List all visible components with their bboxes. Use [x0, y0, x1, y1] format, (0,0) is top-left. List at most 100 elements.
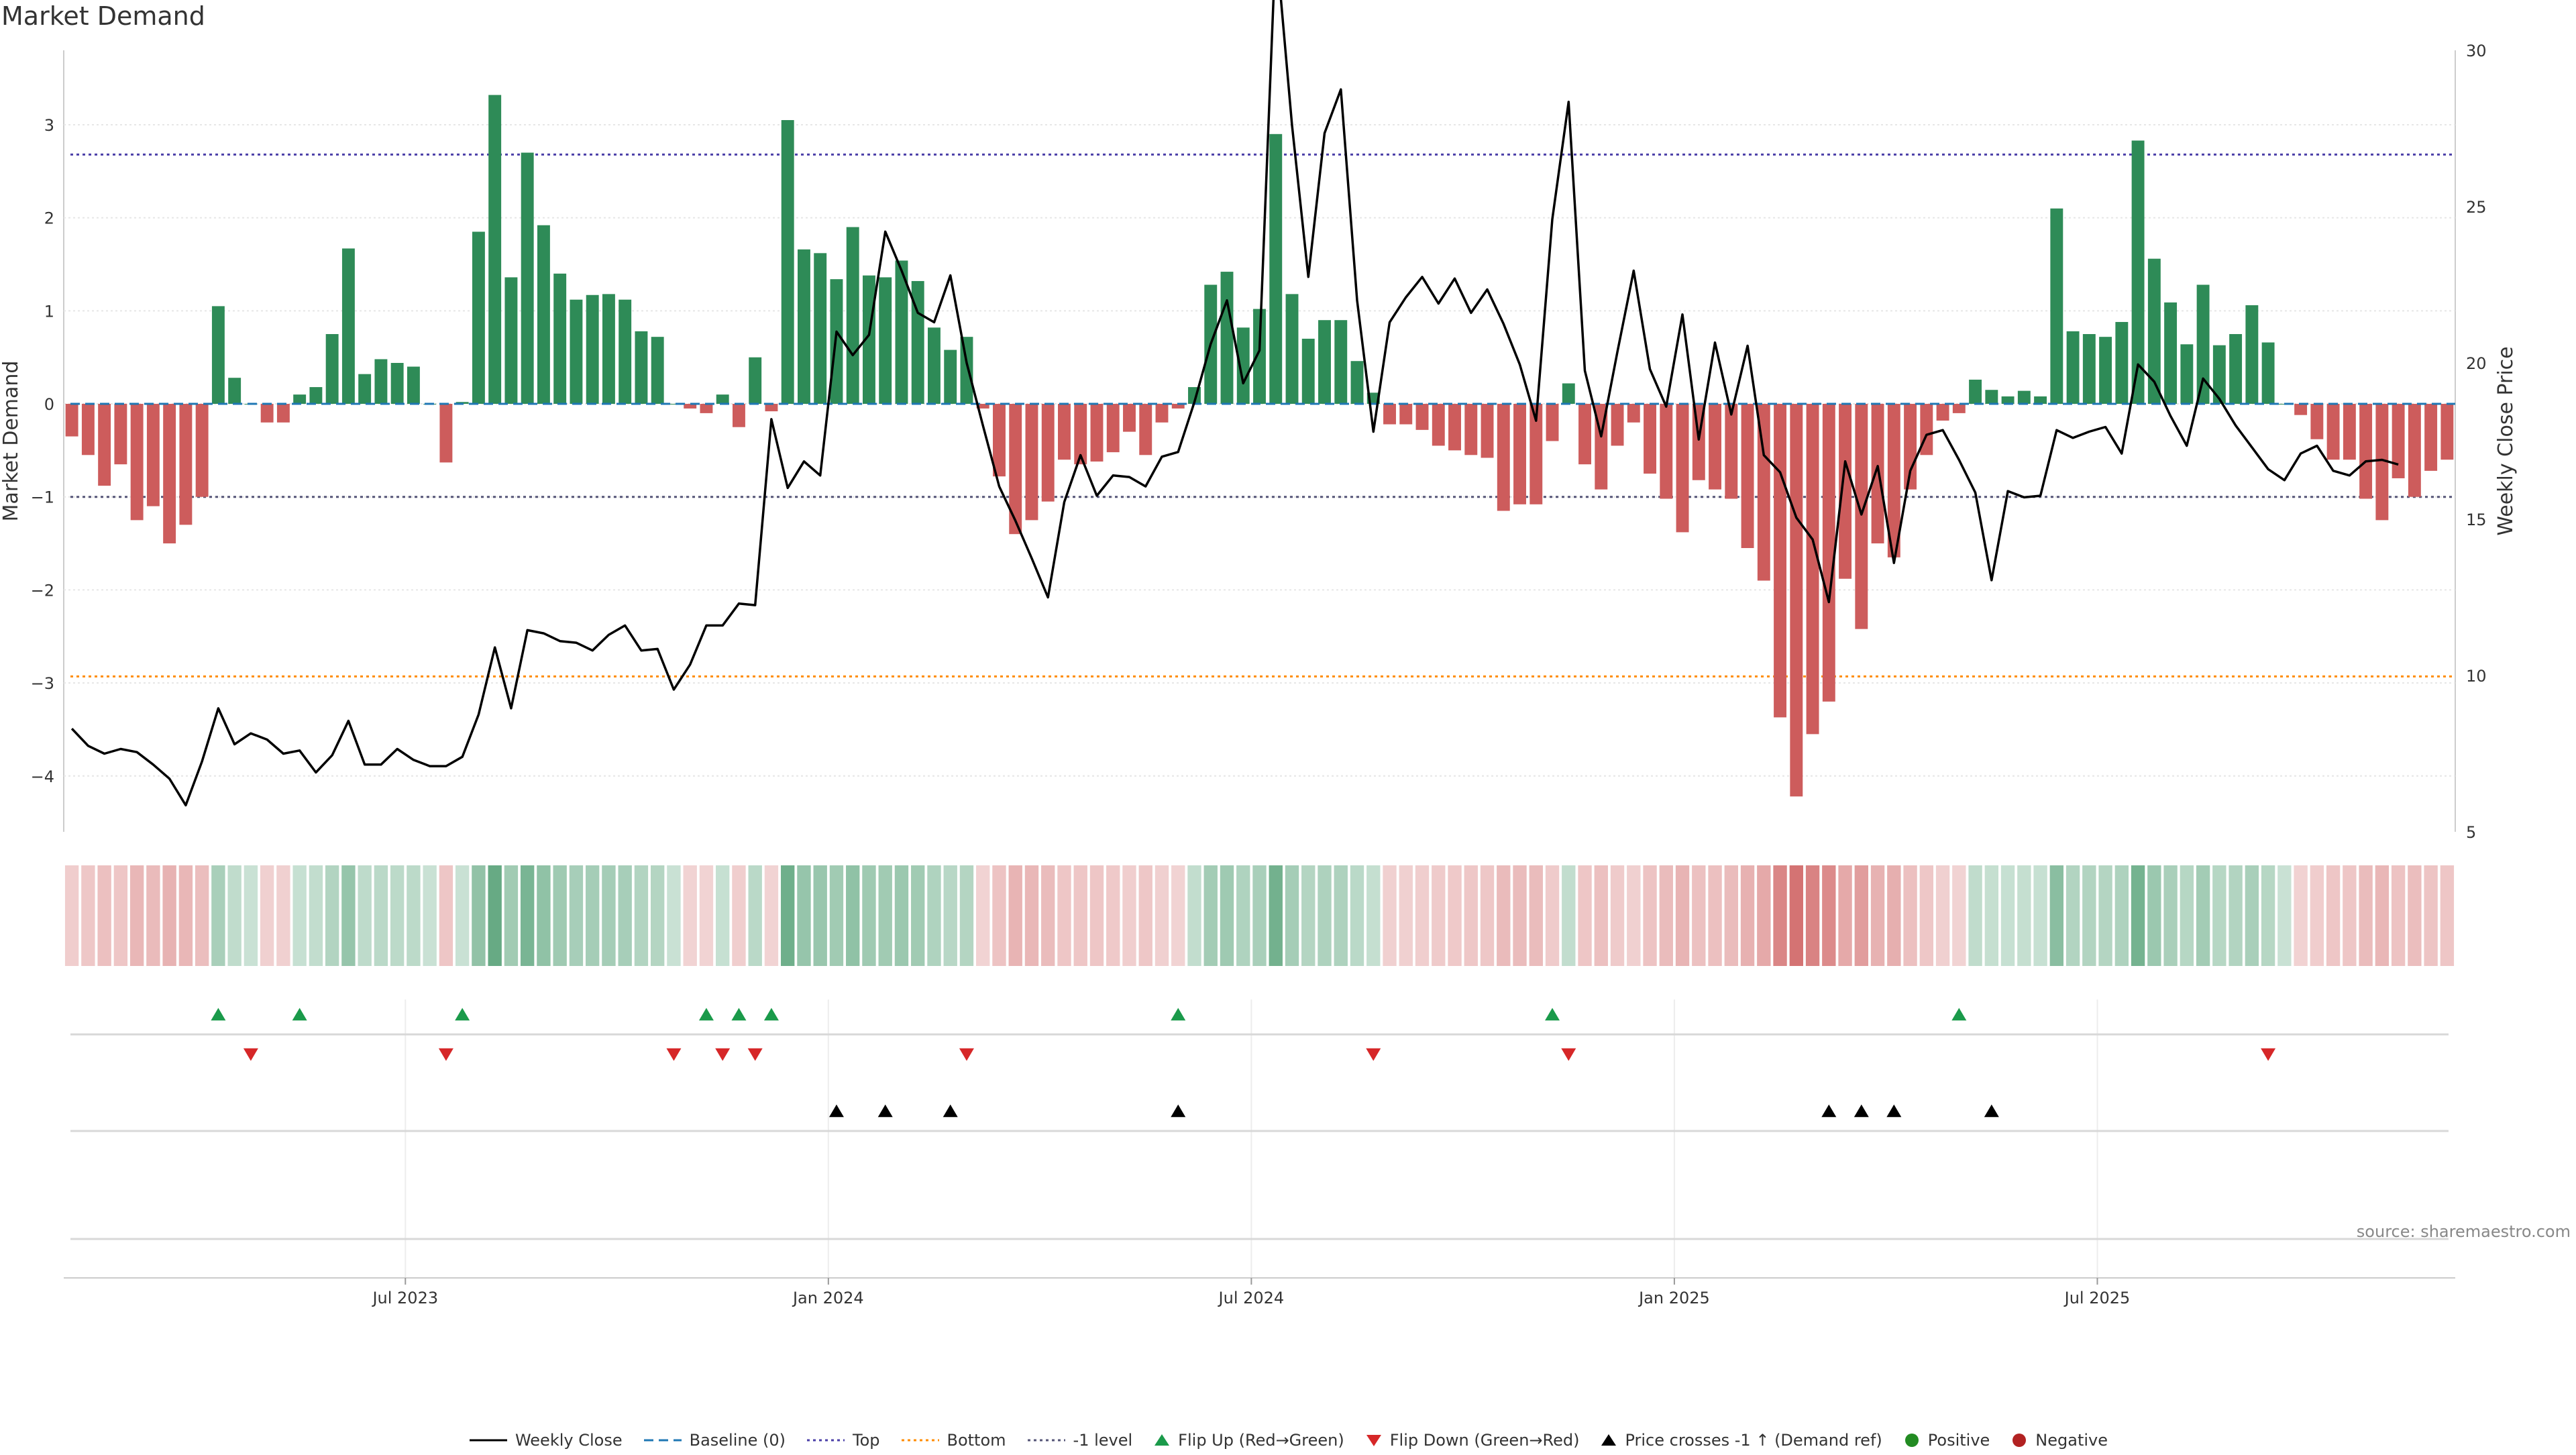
heat-cell [618, 865, 632, 966]
heat-cell [2326, 865, 2341, 966]
demand-bar [1025, 404, 1038, 521]
demand-bar [2147, 258, 2161, 405]
legend-item: Flip Down (Green→Red) [1364, 1431, 1580, 1450]
demand-bar [521, 152, 534, 405]
demand-bar [1676, 404, 1689, 533]
demand-bar [993, 404, 1006, 477]
heat-cell [1952, 865, 1966, 966]
flip-up-marker [1951, 1008, 1967, 1021]
heat-cell [2277, 865, 2292, 966]
demand-bar [1074, 404, 1087, 465]
legend-swatch [643, 1439, 682, 1442]
demand-bar [1350, 361, 1364, 405]
demand-bar [1725, 404, 1738, 499]
heat-cell [341, 865, 356, 966]
heat-cell [2065, 865, 2080, 966]
demand-bar [1253, 309, 1266, 405]
heat-cell [1138, 865, 1152, 966]
legend-swatch [1366, 1435, 1381, 1446]
heat-cell [2294, 865, 2308, 966]
heat-cell [1155, 865, 1169, 966]
demand-bar [114, 404, 127, 465]
demand-bar [1904, 404, 1917, 490]
demand-bar [1009, 404, 1022, 535]
heat-cell [1968, 865, 1982, 966]
heat-cell [309, 865, 323, 966]
flip-down-marker [1561, 1048, 1576, 1061]
x-tick-label: Jul 2023 [371, 1289, 438, 1307]
demand-bar [1774, 404, 1787, 718]
heat-cell [1887, 865, 1901, 966]
demand-bar [130, 404, 144, 521]
demand-bar [1709, 404, 1722, 490]
flip-down-marker [1366, 1048, 1381, 1061]
demand-bar [1415, 404, 1429, 430]
demand-bar [374, 359, 388, 405]
heat-cell [569, 865, 584, 966]
demand-bar [700, 404, 713, 413]
heat-cell [2343, 865, 2357, 966]
demand-bar [1757, 404, 1770, 581]
heat-cell [325, 865, 339, 966]
legend-label: Positive [1927, 1431, 1990, 1450]
heat-cell [113, 865, 128, 966]
heat-cell [1024, 865, 1039, 966]
demand-bar [2326, 404, 2340, 460]
heat-cell [423, 865, 437, 966]
demand-bar [1611, 404, 1624, 446]
y-tick-label: −4 [31, 767, 54, 786]
price-cross-marker [943, 1104, 958, 1118]
heat-cell [1252, 865, 1267, 966]
flip-up-marker [763, 1008, 779, 1021]
demand-bar [911, 280, 924, 405]
heat-cell [455, 865, 470, 966]
legend-swatch [2012, 1434, 2027, 1447]
demand-bar [407, 366, 420, 405]
heat-cell [504, 865, 519, 966]
demand-bar [553, 273, 567, 405]
heat-cell [862, 865, 876, 966]
demand-bar [1448, 404, 1461, 451]
legend-label: Flip Down (Green→Red) [1389, 1431, 1580, 1450]
heat-cell [1757, 865, 1771, 966]
heat-cell [260, 865, 274, 966]
demand-bar [1236, 327, 1250, 405]
legend-label: Top [853, 1431, 880, 1450]
demand-bar [1481, 404, 1494, 458]
heat-cell [748, 865, 762, 966]
y2-tick-label: 25 [2466, 198, 2487, 217]
heat-cell [1220, 865, 1234, 966]
demand-bar [228, 378, 241, 405]
demand-bar [1123, 404, 1136, 432]
demand-bar [325, 334, 339, 405]
heat-cell [1822, 865, 1836, 966]
demand-bar [2099, 337, 2112, 405]
heat-cell [537, 865, 551, 966]
heat-cell [244, 865, 258, 966]
y2-tick-label: 20 [2466, 354, 2487, 373]
price-cross-marker [828, 1104, 844, 1118]
demand-bar [1822, 404, 1835, 702]
demand-bar [586, 294, 599, 405]
heat-cell [2440, 865, 2455, 966]
demand-bar [1220, 272, 1234, 405]
demand-bar [2050, 208, 2063, 405]
heat-cell [1984, 865, 1999, 966]
flip-down-marker [2261, 1048, 2276, 1061]
heat-cell [1041, 865, 1055, 966]
heat-cell [683, 865, 697, 966]
demand-bar [1513, 404, 1526, 504]
heat-cell [1187, 865, 1201, 966]
heat-cell [1334, 865, 1348, 966]
heat-cell [2000, 865, 2015, 966]
demand-bar [1887, 404, 1900, 557]
demand-bar [2034, 396, 2047, 405]
y2-tick-label: 30 [2466, 42, 2487, 60]
x-tick-label: Jan 2024 [792, 1289, 864, 1307]
demand-bar [65, 404, 78, 437]
demand-bar [537, 225, 550, 405]
heat-cell [374, 865, 388, 966]
heat-cell [1854, 865, 1868, 966]
